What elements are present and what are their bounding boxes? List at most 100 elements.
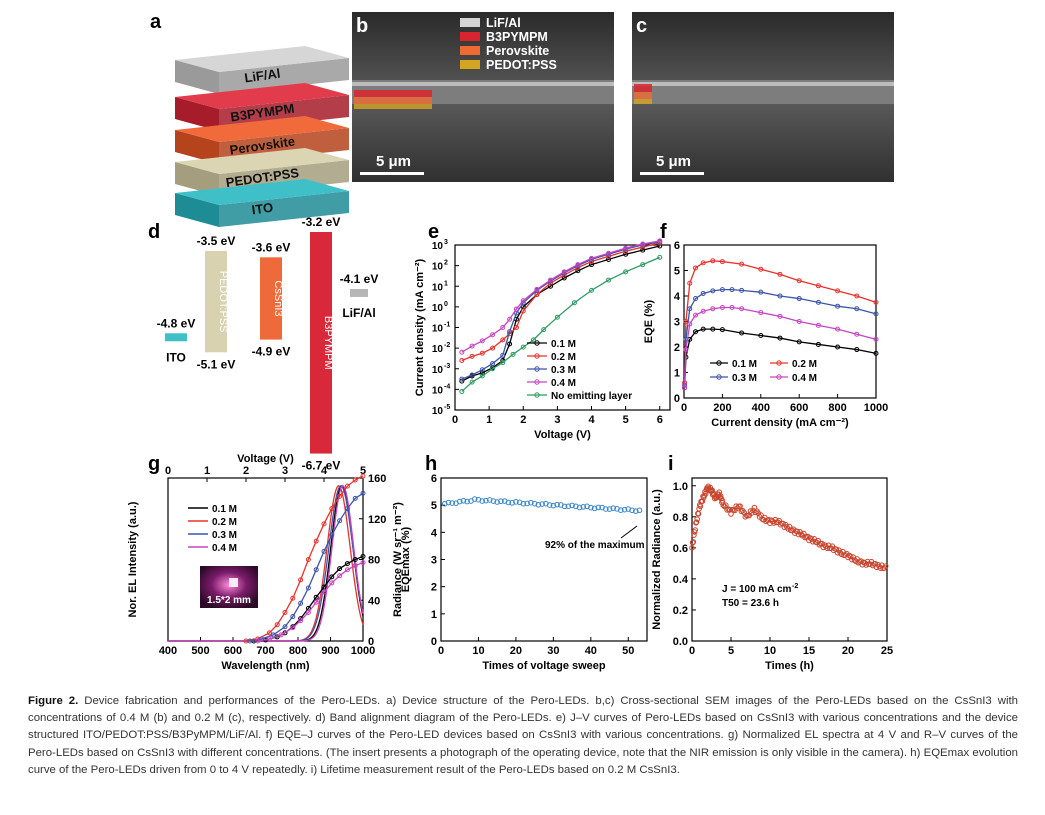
y-tick-label: 3: [674, 317, 680, 329]
data-point: [479, 338, 485, 344]
data-point: [352, 495, 358, 501]
data-point: [796, 278, 802, 284]
data-point: [329, 580, 335, 586]
data-point: [794, 528, 801, 535]
data-point: [541, 327, 547, 333]
data-point: [507, 341, 513, 347]
x-tick-label: 900: [321, 645, 339, 657]
panel-letter: h: [425, 453, 437, 475]
x-tick-label: 0: [681, 402, 687, 414]
y2-tick-label: 80: [368, 555, 380, 567]
data-point: [520, 344, 526, 350]
y-tick-exponent: -3: [444, 363, 450, 370]
series-line: [683, 328, 877, 388]
data-point: [298, 600, 304, 606]
legend-label: 0.2 M: [551, 352, 576, 363]
data-point: [460, 498, 467, 504]
data-point: [321, 521, 327, 527]
x-tick-label: 1000: [351, 645, 375, 657]
data-point: [606, 277, 612, 283]
data-point: [691, 532, 697, 538]
data-point: [507, 329, 513, 335]
data-point: [313, 567, 319, 573]
data-point: [729, 304, 735, 310]
data-point: [610, 505, 617, 511]
layer-name: PEDOT:PSS: [217, 271, 229, 333]
legend-swatch: [460, 32, 480, 41]
data-point: [290, 595, 296, 601]
data-point: [282, 609, 288, 615]
data-point: [494, 499, 500, 505]
y-tick-label: 0.6: [673, 543, 688, 555]
legend-marker: [776, 374, 782, 380]
data-point: [835, 288, 841, 294]
data-point: [629, 507, 635, 514]
data-point: [459, 388, 465, 394]
sem-background: [352, 12, 614, 82]
legend-label: 0.4 M: [212, 543, 237, 554]
data-point: [266, 636, 272, 642]
legend-label: 0.3 M: [212, 530, 237, 541]
data-point: [565, 503, 572, 510]
y-tick-label: 4: [431, 527, 438, 539]
data-point: [702, 490, 709, 497]
series-line: [461, 256, 661, 392]
legend-label: LiF/Al: [486, 16, 521, 30]
data-point: [561, 269, 567, 275]
x-tick-label: 10: [472, 645, 484, 657]
data-point: [683, 347, 689, 353]
x-tick-label: 600: [224, 645, 242, 657]
series-line: [683, 288, 877, 386]
data-point: [625, 506, 632, 512]
data-point: [490, 498, 497, 504]
data-point: [588, 504, 594, 511]
layer-name: LiF/Al: [342, 306, 375, 320]
annotation: 92% of the maximum: [545, 540, 645, 551]
y-tick-exponent: 3: [444, 239, 448, 246]
data-point: [873, 350, 879, 356]
y-axis-label: Nor. EL Intensity (a.u.): [127, 501, 139, 617]
x-tick-label: 50: [622, 645, 634, 657]
x-axis-label: Voltage (V): [534, 429, 591, 441]
layer-top: [175, 179, 349, 205]
data-point: [807, 535, 814, 541]
layer-side: [219, 58, 349, 94]
sem-overlay: [634, 92, 652, 99]
series-line: [683, 306, 877, 388]
data-point: [623, 251, 629, 257]
data-point: [459, 378, 465, 384]
x-tick-label: 4: [588, 414, 595, 426]
legend-swatch: [460, 46, 480, 55]
data-point: [739, 261, 745, 267]
x-tick-label: 1: [486, 414, 492, 426]
legend-swatch: [460, 60, 480, 69]
data-point: [469, 372, 475, 378]
legend-label: PEDOT:PSS: [486, 58, 557, 72]
sem-substrate: [352, 104, 614, 182]
data-point: [710, 306, 716, 312]
layer-side: [175, 162, 219, 196]
data-point: [835, 344, 841, 350]
data-point: [854, 293, 860, 299]
y-tick-base: 10: [432, 344, 444, 355]
data-point: [737, 503, 743, 509]
data-point: [780, 520, 786, 527]
y-tick-label: 4: [674, 291, 681, 303]
data-point: [687, 306, 693, 312]
legend-label: Perovskite: [486, 44, 549, 58]
data-point: [531, 500, 538, 507]
x-tick-label: 200: [713, 402, 731, 414]
x-tick-label: 3: [554, 414, 560, 426]
panel-letter: f: [660, 221, 667, 243]
figure-caption: Figure 2. Device fabrication and perform…: [28, 693, 1018, 779]
data-point: [692, 527, 699, 533]
data-point: [513, 306, 519, 312]
data-point: [873, 336, 879, 342]
y-tick-exponent: -2: [444, 342, 450, 349]
data-point: [752, 509, 759, 516]
x-tick-label: 15: [803, 645, 815, 657]
data-point: [464, 498, 471, 505]
x-tick-label: 800: [289, 645, 307, 657]
data-point: [687, 280, 693, 286]
